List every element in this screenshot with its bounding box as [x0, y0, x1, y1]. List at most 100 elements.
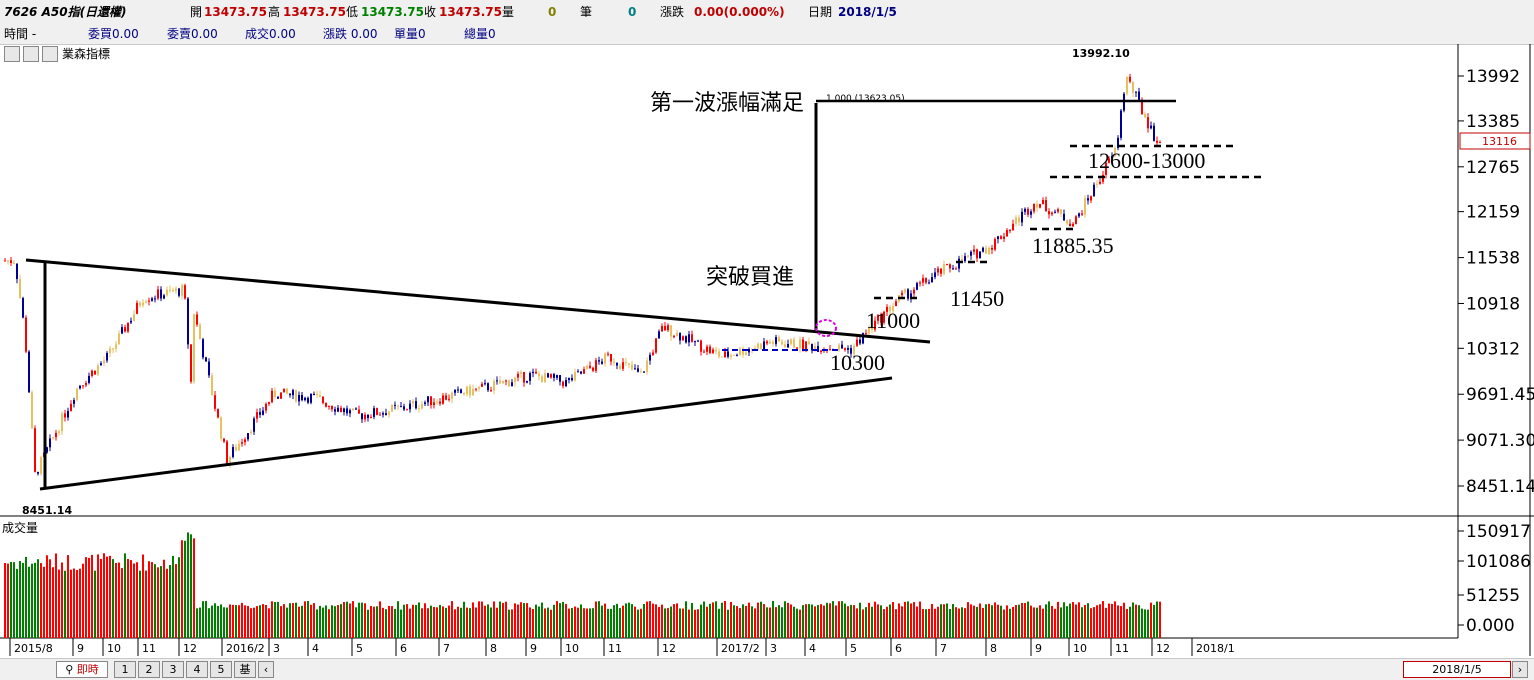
volume-bar — [28, 566, 30, 638]
candle-body — [814, 346, 816, 351]
volume-tick-label: 51255 — [1466, 586, 1520, 606]
candle-body — [142, 302, 144, 306]
candle-body — [388, 411, 390, 416]
volume-bar — [823, 605, 825, 638]
volume-bar — [712, 602, 714, 638]
candle-body — [124, 327, 126, 332]
volume-bar — [973, 605, 975, 638]
page-tab-base[interactable]: 基 — [234, 661, 256, 678]
candle-body — [364, 414, 366, 420]
candle-body — [22, 298, 24, 318]
candle-body — [526, 380, 528, 383]
candle-body — [1081, 213, 1083, 215]
volume-bar — [289, 603, 291, 638]
volume-bar — [424, 603, 426, 638]
date-value: 2018/1/5 — [838, 5, 897, 19]
candle-body — [649, 354, 651, 361]
volume-bar — [76, 570, 78, 638]
volume-bar — [337, 605, 339, 638]
volume-bar — [508, 609, 510, 638]
volume-bar — [1084, 605, 1086, 638]
page-tab-3[interactable]: 3 — [162, 661, 184, 678]
volume-bar — [610, 608, 612, 638]
volume-bar — [871, 606, 873, 638]
candle-body — [157, 289, 159, 299]
volume-bar — [442, 606, 444, 638]
candle-body — [886, 306, 888, 312]
volume-bar — [703, 601, 705, 638]
candle-body — [844, 348, 846, 350]
candle-body — [805, 341, 807, 349]
candle-body — [454, 389, 456, 393]
volume-bar — [328, 609, 330, 638]
volume-bar — [901, 606, 903, 638]
candle-body — [850, 348, 852, 354]
volume-bar — [859, 602, 861, 638]
scroll-left-arrow-icon[interactable]: ‹ — [258, 661, 274, 678]
volume-bar — [325, 605, 327, 638]
candle-body — [460, 389, 462, 394]
candle-body — [772, 341, 774, 344]
volume-bar — [265, 604, 267, 638]
volume-bar — [268, 608, 270, 638]
candle-body — [235, 447, 237, 451]
candle-body — [664, 326, 666, 331]
volume-bar — [718, 608, 720, 638]
volume-bar — [787, 602, 789, 638]
candle-body — [376, 408, 378, 415]
candle-body — [667, 325, 669, 331]
candle-body — [1090, 196, 1092, 201]
volume-bar — [934, 608, 936, 638]
volume-bar — [631, 604, 633, 638]
candle-body — [628, 363, 630, 365]
candle-body — [319, 395, 321, 397]
volume-bar — [487, 604, 489, 638]
candle-body — [1003, 236, 1005, 239]
candle-body — [37, 471, 39, 474]
page-tab-2[interactable]: 2 — [138, 661, 160, 678]
x-tick-label: 7 — [443, 642, 450, 655]
volume-bar — [1099, 604, 1101, 638]
candle-body — [229, 456, 231, 465]
candle-body — [571, 377, 573, 381]
eraser-tool-icon[interactable] — [4, 46, 20, 62]
candle-body — [1126, 76, 1128, 94]
page-tab-4[interactable]: 4 — [186, 661, 208, 678]
tick-info-bar: 時間 - 委買0.00 委賣0.00 成交0.00 漲跌 0.00 單量0 總量… — [0, 24, 1534, 45]
volume-bar — [490, 607, 492, 638]
candle-body — [247, 432, 249, 440]
volume-bar — [259, 605, 261, 638]
volume-bar — [67, 555, 69, 638]
scroll-right-arrow-icon[interactable]: › — [1512, 661, 1528, 678]
candle-body — [853, 345, 855, 354]
page-tab-1[interactable]: 1 — [114, 661, 136, 678]
volume-bar — [247, 605, 249, 638]
candle-body — [310, 394, 312, 403]
candle-body — [979, 251, 981, 259]
grid-tool-icon[interactable] — [42, 46, 58, 62]
volume-bar — [40, 563, 42, 638]
candle-body — [1120, 110, 1122, 138]
query-button[interactable]: ⚲ 即時 — [56, 661, 108, 678]
candle-body — [256, 412, 258, 419]
volume-bar — [724, 601, 726, 638]
candle-body — [184, 285, 186, 299]
monitor-tool-icon[interactable] — [23, 46, 39, 62]
volume-axis: 150917 101086 51255 0.000 — [1458, 522, 1531, 636]
volume-bar — [586, 608, 588, 638]
candle-body — [373, 408, 375, 417]
candle-body — [652, 352, 654, 355]
candle-body — [781, 341, 783, 345]
volume-bar — [856, 608, 858, 638]
candle-body — [733, 354, 735, 356]
x-axis: 2015/8 9 10 11 12 2016/2 3 4 5 6 7 8 9 10 11 12 2017/2 3 4… — [9, 638, 1235, 656]
max-label: 13992.10 — [1072, 47, 1130, 60]
candle-body — [85, 382, 87, 386]
candle-body — [1156, 140, 1158, 143]
candle-body — [1147, 117, 1149, 129]
page-tab-5[interactable]: 5 — [210, 661, 232, 678]
volume-bar — [739, 608, 741, 638]
volume-bar — [136, 562, 138, 638]
candle-body — [25, 317, 27, 352]
volume-bar — [694, 609, 696, 638]
